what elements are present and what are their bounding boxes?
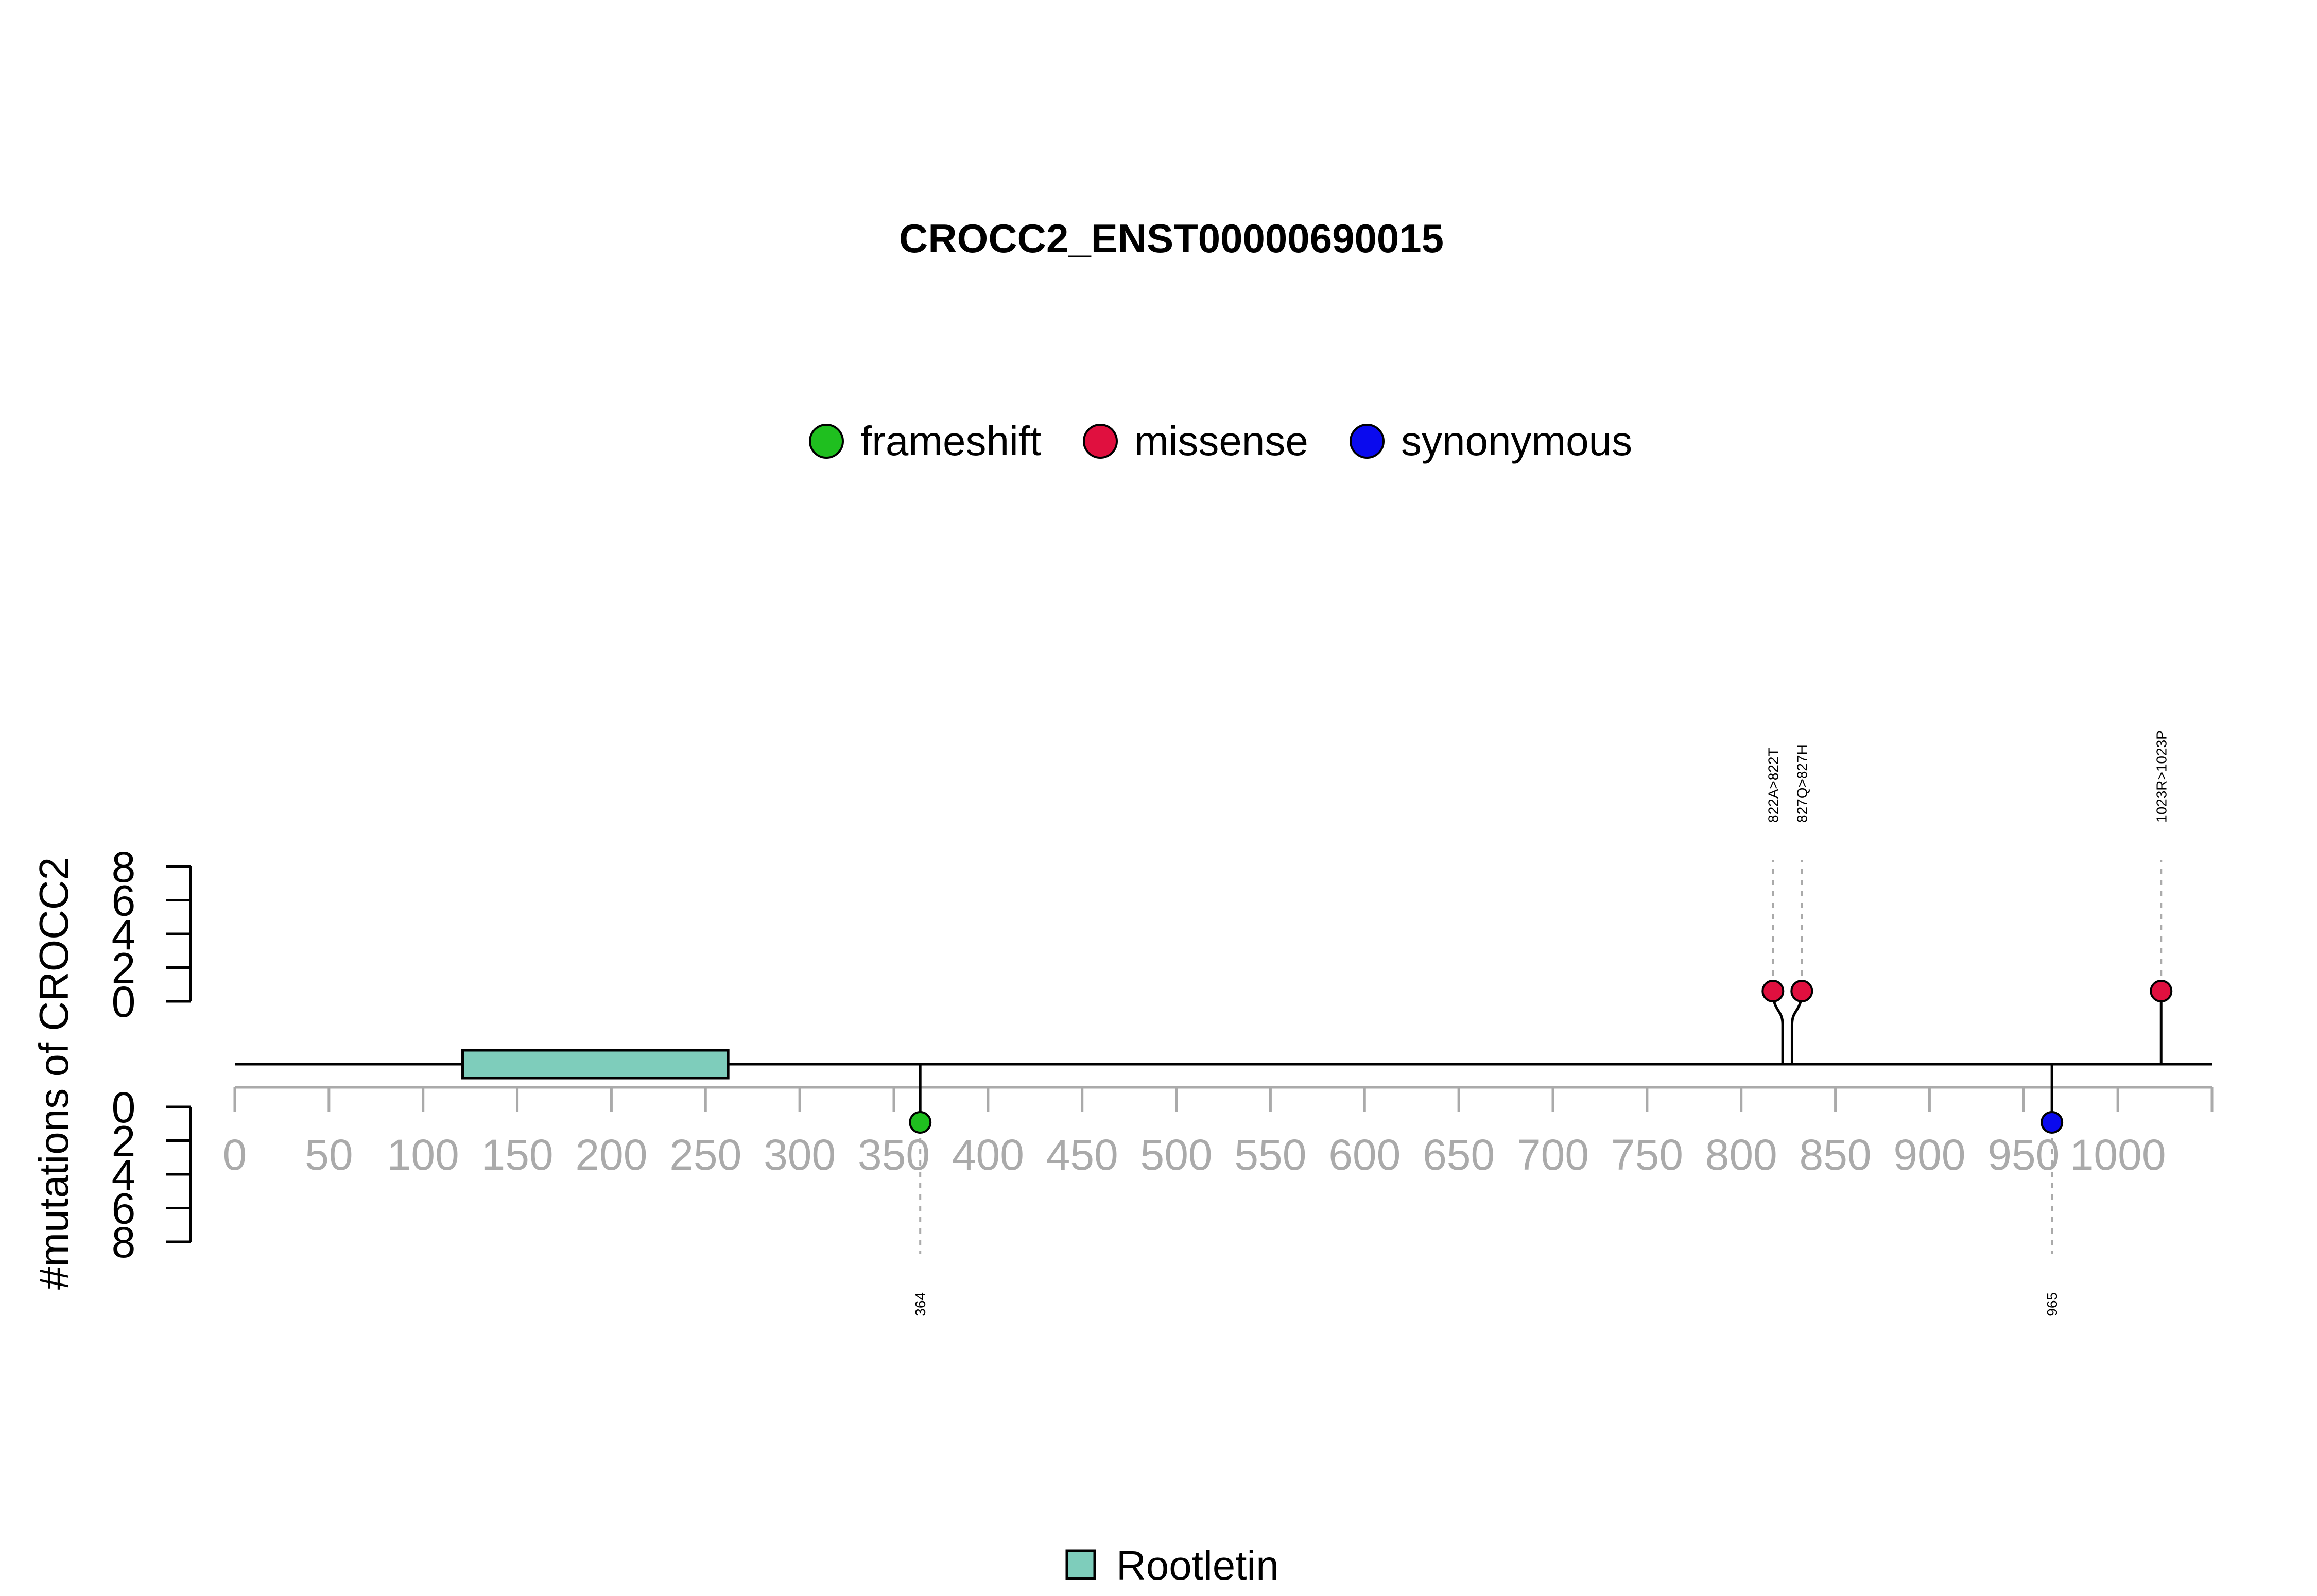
lollipop-head-frameshift [909,1111,932,1134]
legend-marker-synonymous [1350,424,1385,459]
y-tick-label-top: 6 [112,877,136,925]
y-axis-label: #mutations of CROCC2 [31,857,77,1290]
chart-title: CROCC2_ENST00000690015 [899,216,1444,261]
x-tick-label: 800 [1705,1131,1777,1179]
legend-label-frameshift: frameshift [860,418,1041,464]
x-tick-label: 650 [1423,1131,1495,1179]
domains [461,1049,730,1080]
x-tick-label: 600 [1328,1131,1400,1179]
mutation-label: 822A>822T [1765,748,1781,823]
lollipop-head-missense [2150,980,2173,1002]
x-tick-label: 150 [481,1131,553,1179]
legend: frameshift missense synonymous [809,418,1632,464]
y-tick-label-bottom: 2 [112,1117,136,1166]
x-tick-label: 1000 [2070,1131,2166,1179]
x-tick-label: 550 [1234,1131,1306,1179]
x-tick-label: 100 [387,1131,459,1179]
lollipop-head-missense [1790,980,1813,1002]
lollipop-head-synonymous [2041,1111,2064,1134]
lollipop-head-missense [1761,980,1785,1002]
x-tick-label: 750 [1611,1131,1683,1179]
y-tick-label-top: 8 [112,843,136,891]
x-tick-label: 350 [858,1131,930,1179]
y-tick-label-top: 0 [112,978,136,1026]
x-tick-label: 950 [1987,1131,2060,1179]
x-tick-label: 200 [575,1131,647,1179]
y-tick-label-bottom: 4 [112,1151,136,1199]
x-tick-label: 850 [1799,1131,1871,1179]
legend-marker-missense [1083,424,1118,459]
y-tick-label-bottom: 6 [112,1185,136,1233]
domain-legend-swatch [1065,1549,1096,1580]
x-tick-label: 250 [669,1131,741,1179]
x-tick-label: 900 [1893,1131,1965,1179]
x-tick-label: 0 [223,1131,247,1179]
domain-legend: Rootletin [1065,1542,1279,1588]
x-tick-label: 700 [1517,1131,1589,1179]
x-axis: 0 50 100 150 200 250 300 350 400 450 500 550 600 650 7… [223,1086,2214,1179]
x-tick-label: 300 [764,1131,836,1179]
y-tick-label-top: 2 [112,944,136,993]
y-tick-label-bottom: 8 [112,1218,136,1267]
x-tick-label: 400 [952,1131,1024,1179]
mutation-label: 965 [2044,1292,2060,1316]
domain-legend-label: Rootletin [1116,1542,1279,1588]
domain-rootletin [461,1049,730,1080]
mutation-label: 364 [912,1292,928,1316]
mutation-label: 827Q>827H [1794,744,1810,823]
x-tick-label: 500 [1140,1131,1212,1179]
y-tick-label-bottom: 0 [112,1083,136,1132]
mutation-label: 1023R>1023P [2153,730,2169,823]
x-tick-label: 450 [1046,1131,1118,1179]
legend-label-missense: missense [1134,418,1308,464]
mutation-lollipops: 822A>822T 827Q>827H 1023R>1023P 364 965 [909,730,2173,1316]
legend-label-synonymous: synonymous [1401,418,1632,464]
x-tick-label: 50 [305,1131,353,1179]
y-tick-label-top: 4 [112,910,136,959]
legend-marker-frameshift [809,424,844,459]
